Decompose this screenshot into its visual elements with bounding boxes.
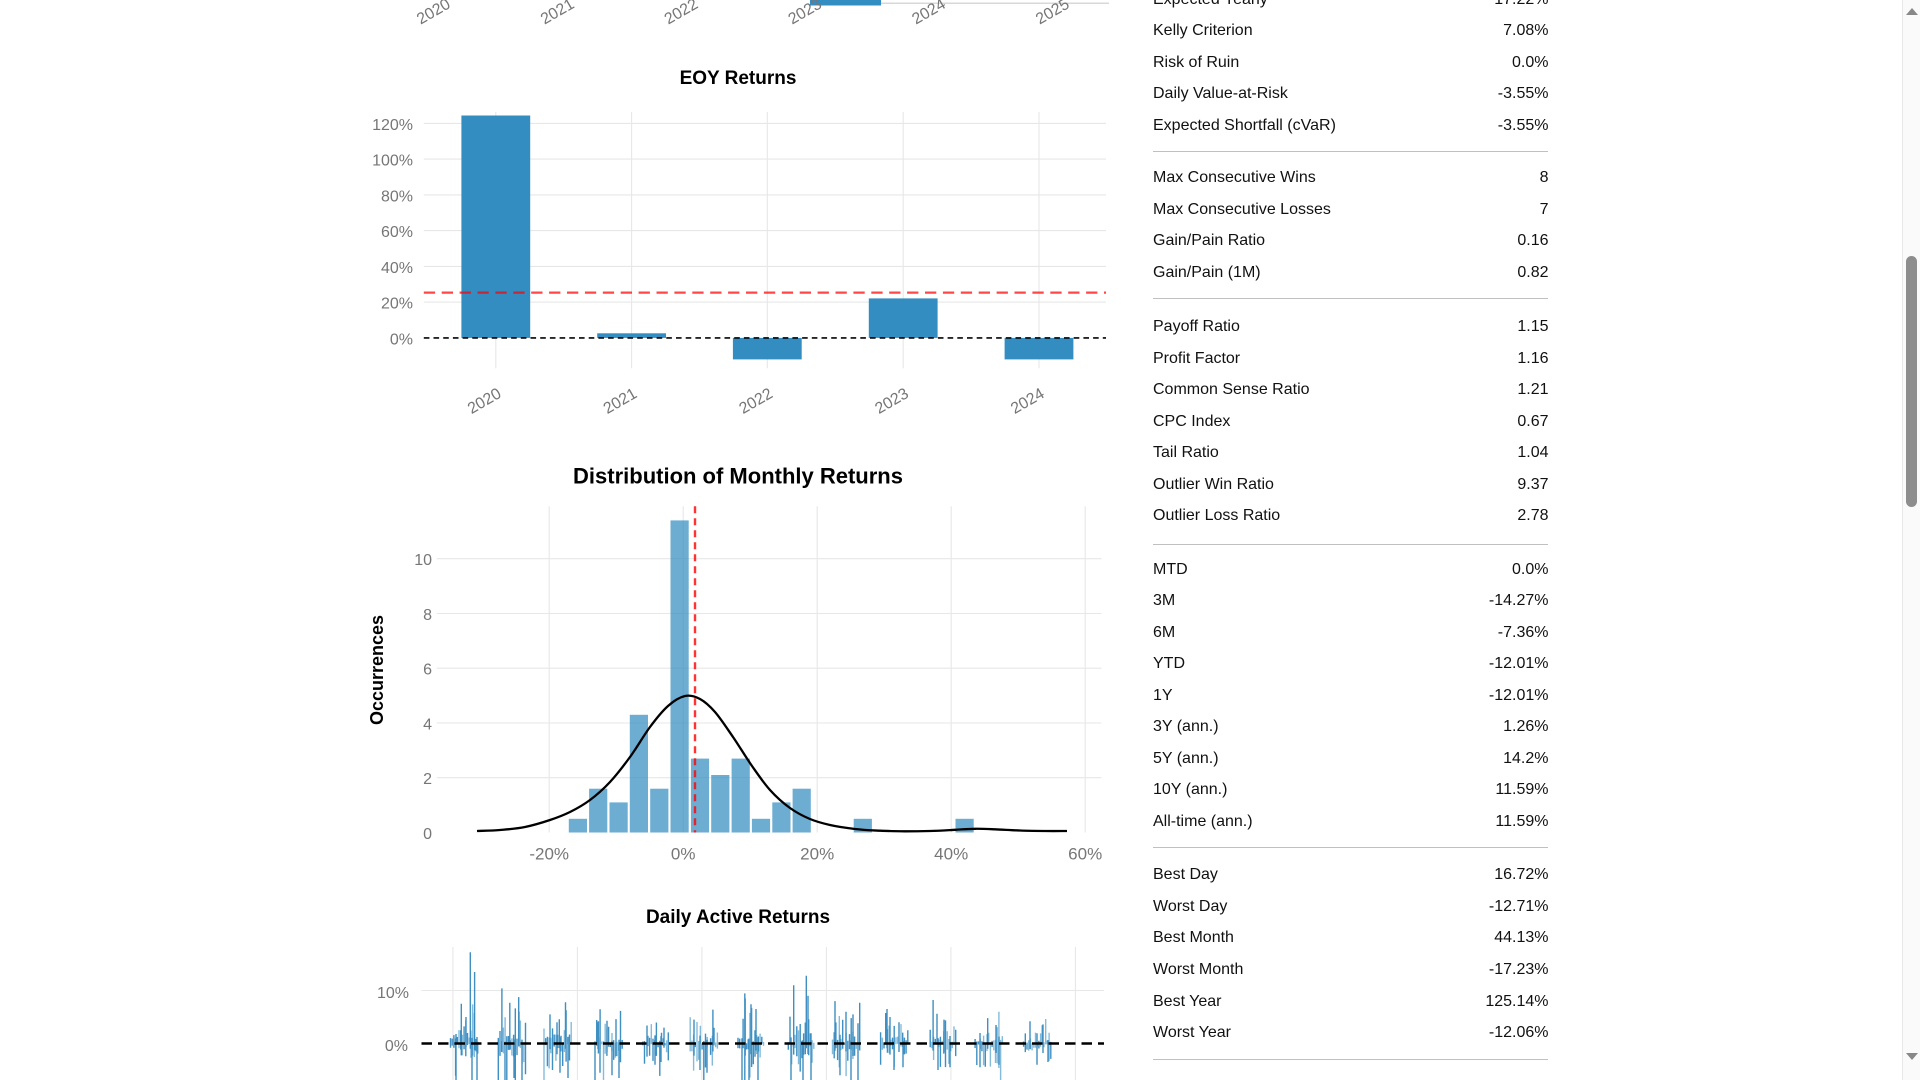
svg-text:6: 6	[423, 662, 432, 679]
svg-text:20%: 20%	[800, 845, 834, 864]
svg-text:10: 10	[414, 552, 432, 569]
svg-text:-20%: -20%	[529, 845, 569, 864]
svg-text:EOY Returns: EOY Returns	[680, 68, 797, 89]
svg-text:10%: 10%	[377, 985, 409, 1002]
svg-text:60%: 60%	[1068, 845, 1102, 864]
svg-text:120%: 120%	[372, 117, 413, 134]
svg-text:2024: 2024	[1008, 385, 1047, 418]
svg-text:2022: 2022	[662, 0, 701, 28]
svg-text:40%: 40%	[381, 260, 413, 277]
svg-text:0%: 0%	[390, 331, 413, 348]
svg-text:2024: 2024	[909, 0, 948, 28]
svg-text:40%: 40%	[934, 845, 968, 864]
svg-text:2: 2	[423, 771, 432, 788]
svg-text:0%: 0%	[671, 845, 696, 864]
svg-text:2023: 2023	[872, 385, 911, 418]
svg-text:60%: 60%	[381, 224, 413, 241]
svg-text:2021: 2021	[538, 0, 577, 28]
svg-text:0%: 0%	[385, 1038, 408, 1055]
svg-text:2022: 2022	[736, 385, 775, 418]
svg-text:2025: 2025	[1033, 0, 1072, 28]
svg-text:2021: 2021	[601, 385, 640, 418]
svg-text:100%: 100%	[372, 153, 413, 170]
svg-text:0: 0	[423, 826, 432, 843]
svg-text:Occurrences: Occurrences	[367, 615, 387, 725]
svg-text:8: 8	[423, 607, 432, 624]
svg-text:Daily Active Returns: Daily Active Returns	[646, 907, 830, 928]
svg-text:2020: 2020	[414, 0, 453, 28]
svg-text:2020: 2020	[465, 385, 504, 418]
svg-text:2023: 2023	[786, 0, 825, 28]
svg-text:Distribution of Monthly Return: Distribution of Monthly Returns	[573, 464, 903, 489]
svg-text:4: 4	[423, 717, 432, 734]
svg-text:80%: 80%	[381, 188, 413, 205]
svg-text:20%: 20%	[381, 296, 413, 313]
